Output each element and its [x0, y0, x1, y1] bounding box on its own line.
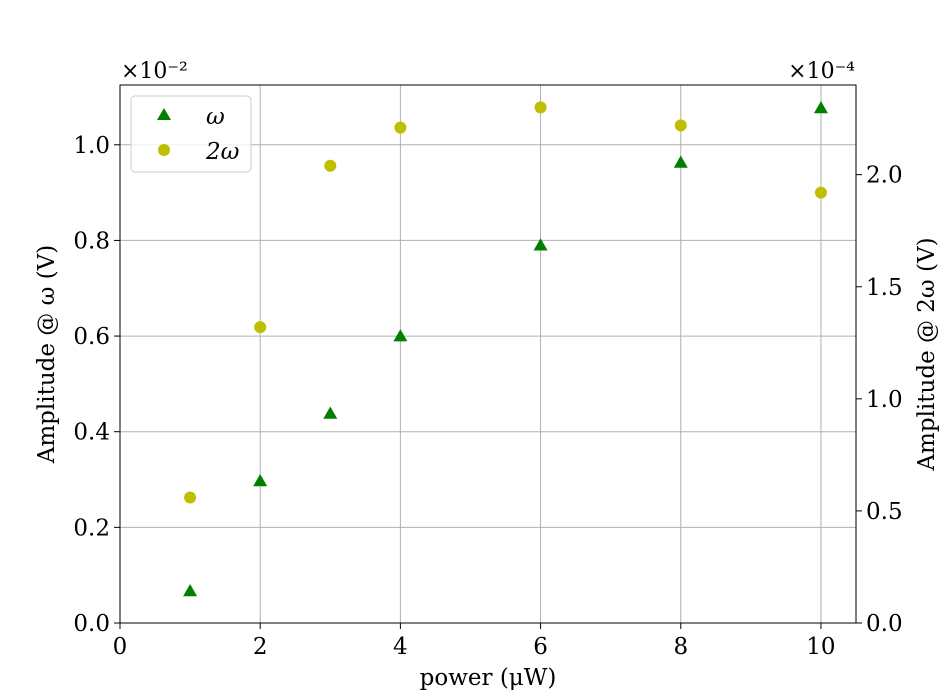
left-y-axis-label: Amplitude @ ω (V) [34, 245, 60, 465]
omega-data-point [813, 100, 828, 114]
left-y-tick-label: 1.0 [73, 133, 110, 159]
right-y-tick-label: 0.5 [866, 499, 903, 525]
omega-data-point [183, 583, 198, 597]
two-omega-data-point [184, 491, 197, 504]
right-y-tick-label: 1.5 [866, 275, 903, 301]
omega-data-point [393, 329, 408, 342]
omega-data-point [673, 155, 688, 168]
x-tick-label: 6 [533, 634, 548, 660]
axes: 0 2 4 6 8 10 0.0 0.2 0.4 0.6 0.8 1.0 0.0 0.5 1.0 1.5 2.0 [73, 84, 903, 660]
left-y-tick-label: 0.8 [73, 228, 110, 254]
two-omega-data-point [674, 119, 687, 132]
left-axis-offset-label: ×10⁻² [121, 59, 188, 84]
data-marks [183, 100, 828, 597]
right-y-axis-label: Amplitude @ 2ω (V) [914, 237, 940, 471]
left-y-tick-label: 0.4 [73, 420, 110, 446]
x-tick-label: 10 [806, 634, 835, 660]
legend-triangle-marker [157, 108, 171, 120]
two-omega-data-point [534, 101, 547, 114]
two-omega-data-point [814, 186, 827, 199]
omega-data-point [533, 238, 548, 251]
x-tick-label: 0 [113, 634, 128, 660]
right-y-tick-label: 1.0 [866, 387, 903, 413]
legend-label-omega: ω [206, 104, 225, 130]
x-tick-label: 4 [393, 634, 408, 660]
two-omega-data-point [254, 321, 267, 334]
right-axis-offset-label: ×10⁻⁴ [788, 59, 855, 84]
omega-data-point [323, 406, 338, 419]
x-tick-label: 8 [673, 634, 688, 660]
plot-frame [119, 84, 857, 624]
two-omega-data-point [324, 159, 337, 172]
right-y-tick-label: 0.0 [866, 611, 903, 637]
x-tick-label: 2 [253, 634, 268, 660]
left-y-tick-label: 0.2 [73, 515, 110, 541]
two-omega-data-point [394, 121, 407, 134]
x-axis-label: power (μW) [420, 665, 557, 691]
legend-label-2omega: 2ω [205, 139, 240, 165]
omega-data-point [253, 473, 268, 487]
legend-circle-marker [158, 144, 170, 156]
left-y-tick-label: 0.0 [73, 611, 110, 637]
left-y-tick-label: 0.6 [73, 324, 110, 350]
right-y-tick-label: 2.0 [866, 163, 903, 189]
legend: ω 2ω [130, 95, 252, 173]
